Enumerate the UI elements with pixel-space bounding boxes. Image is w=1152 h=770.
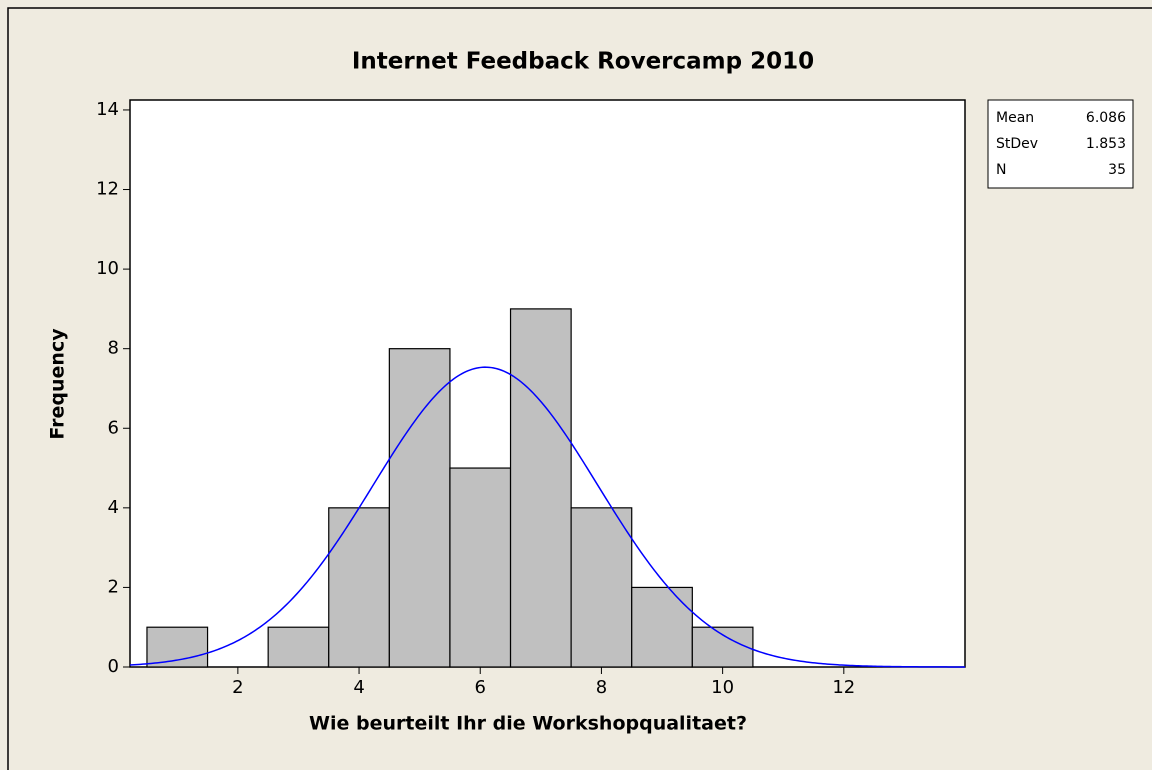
bar (570, 507, 633, 668)
stat-label: N (996, 162, 1006, 178)
y-tick-label: 6 (108, 417, 119, 438)
y-tick-label: 0 (108, 656, 119, 677)
stat-label: Mean (996, 110, 1034, 126)
y-tick-label: 12 (96, 179, 119, 200)
bar (691, 626, 754, 668)
x-tick-label: 4 (353, 677, 364, 698)
x-tick-label: 10 (711, 677, 734, 698)
bar (328, 507, 390, 668)
stat-label: StDev (996, 136, 1038, 152)
stats-box (987, 99, 1134, 189)
stat-value: 1.853 (1086, 136, 1126, 152)
y-axis-label: Frequency (47, 328, 69, 440)
bar (388, 348, 451, 668)
bar (267, 626, 330, 668)
normal-fit (129, 366, 966, 668)
x-tick-label: 6 (475, 677, 486, 698)
y-tick-label: 4 (108, 497, 119, 518)
x-tick-label: 12 (832, 677, 855, 698)
y-tick-label: 8 (108, 338, 119, 359)
bar (509, 308, 572, 668)
bar (146, 626, 209, 668)
x-axis-label: Wie beurteilt Ihr die Workshopqualitaet? (309, 713, 747, 735)
y-tick-label: 14 (96, 99, 119, 120)
chart-title: Internet Feedback Rovercamp 2010 (352, 49, 814, 75)
y-tick-label: 2 (108, 576, 119, 597)
y-tick-label: 10 (96, 258, 119, 279)
x-tick-label: 8 (596, 677, 607, 698)
bar (449, 467, 512, 668)
bar (631, 586, 693, 668)
x-tick-label: 2 (232, 677, 243, 698)
stat-value: 35 (1108, 162, 1126, 178)
stat-value: 6.086 (1086, 110, 1126, 126)
